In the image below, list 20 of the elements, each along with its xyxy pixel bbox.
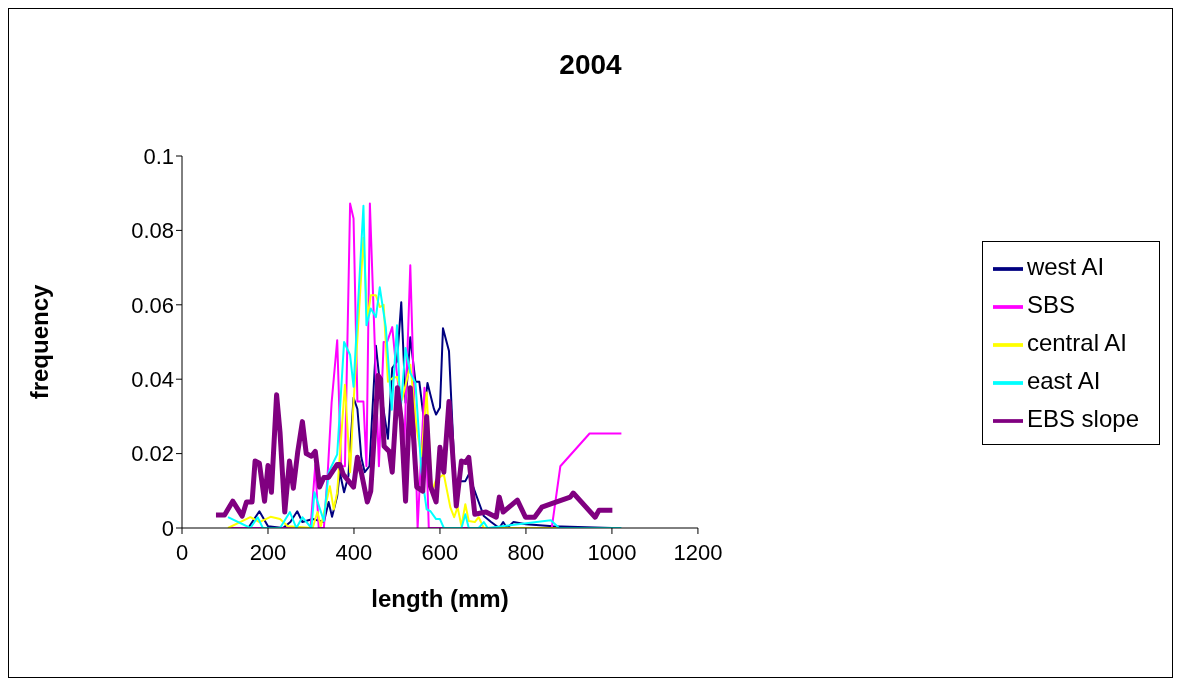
y-tick-label: 0.02 <box>131 441 174 467</box>
y-tick-label: 0.08 <box>131 218 174 244</box>
y-tick-label: 0.04 <box>131 367 174 393</box>
x-tick-label: 800 <box>507 539 545 565</box>
legend-label: EBS slope <box>1026 405 1139 432</box>
y-tick-label: 0.1 <box>143 143 174 169</box>
chart-title: 2004 <box>558 49 623 81</box>
y-tick-label: 0.06 <box>131 292 174 318</box>
y-tick-label: 0 <box>161 515 174 541</box>
legend-label: central AI <box>1026 329 1127 356</box>
y-axis-title: frequency <box>25 284 53 400</box>
x-tick-label: 400 <box>335 539 373 565</box>
legend-label: SBS <box>1026 291 1075 318</box>
x-tick-label: 600 <box>421 539 459 565</box>
x-axis-title: length (mm) <box>371 585 509 612</box>
x-tick-label: 1200 <box>673 539 723 565</box>
legend-label: east AI <box>1026 367 1101 394</box>
legend-label: west AI <box>1026 253 1105 280</box>
x-tick-label: 1000 <box>587 539 637 565</box>
x-tick-label: 200 <box>249 539 287 565</box>
